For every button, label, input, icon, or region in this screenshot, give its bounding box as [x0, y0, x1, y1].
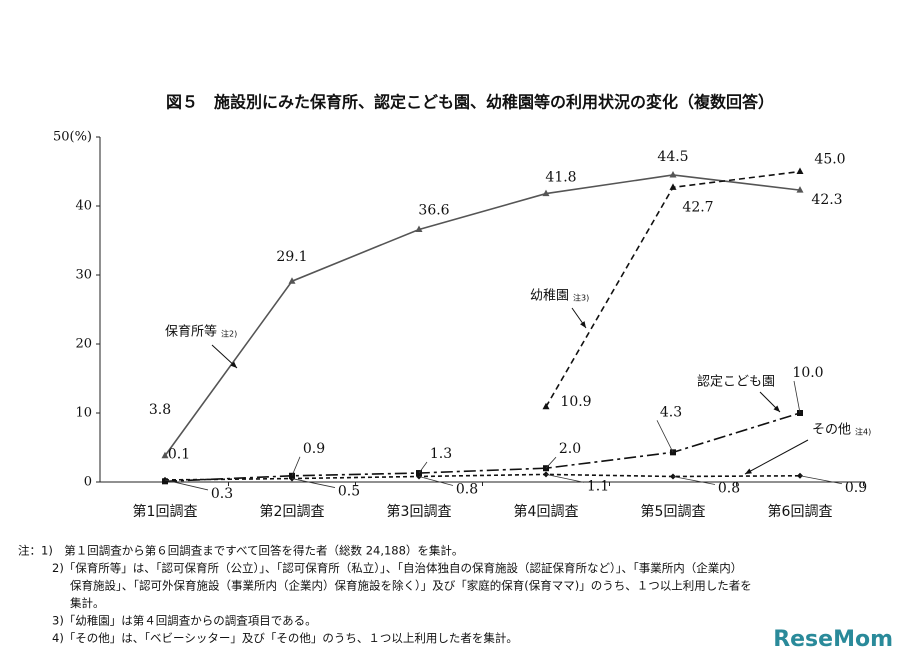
watermark: ReseMom — [773, 627, 893, 652]
note-line: 保育施設」、「認可外保育施設（事業所内（企業内）保育施設を除く）」及び「家庭的保… — [70, 579, 752, 593]
series-name: 保育所等 — [165, 324, 217, 340]
marker — [796, 186, 804, 193]
note-line: 3)「幼稚園」は第４回調査からの調査項目である。 — [52, 614, 317, 628]
series-name: その他 — [812, 423, 851, 438]
series-note: 注3) — [573, 293, 589, 303]
arrow-head — [773, 405, 780, 412]
data-label: 0.3 — [211, 486, 233, 502]
data-label: 10.0 — [792, 365, 823, 381]
leader-line — [793, 380, 801, 414]
data-label: 0.5 — [338, 484, 360, 500]
data-label: 29.1 — [276, 249, 307, 265]
leader-line — [418, 476, 454, 486]
marker — [669, 170, 677, 178]
series-line — [545, 170, 801, 408]
x-tick-label: 第3回調査 — [387, 503, 452, 520]
x-tick-label: 第1回調査 — [133, 503, 198, 520]
leader-line — [291, 478, 336, 488]
arrow-head — [745, 468, 752, 474]
series-line — [164, 174, 801, 457]
marker — [542, 189, 550, 197]
series-line — [164, 473, 801, 481]
marker — [669, 183, 677, 190]
data-label: 1.3 — [430, 446, 452, 462]
data-label: 10.9 — [560, 394, 591, 410]
marker — [415, 225, 423, 232]
x-tick-label: 第2回調査 — [260, 503, 325, 520]
series-name: 幼稚園 — [530, 289, 569, 304]
data-label: 41.8 — [545, 170, 576, 186]
leader-line — [418, 461, 428, 474]
x-tick-label: 第6回調査 — [768, 503, 833, 520]
data-label: 4.3 — [660, 404, 682, 420]
y-tick-label: 30 — [75, 268, 92, 283]
leader-line — [164, 479, 209, 491]
data-label: 2.0 — [559, 441, 581, 457]
series-name: 認定こども園 — [697, 374, 775, 390]
data-label: 36.6 — [418, 202, 449, 218]
marker — [288, 277, 296, 284]
data-label: 42.3 — [811, 192, 842, 208]
leader-line — [672, 476, 716, 485]
y-tick-label: 40 — [75, 199, 92, 214]
arrow-head — [230, 361, 237, 368]
leader-line — [656, 420, 674, 453]
y-tick-label: 20 — [75, 337, 92, 352]
arrow-head — [580, 321, 586, 328]
data-label: 0.8 — [456, 481, 478, 497]
data-label: 0.9 — [303, 441, 325, 457]
data-label: 0.1 — [168, 446, 190, 462]
note-line: 集計。 — [70, 596, 105, 610]
y-tick-label: 10 — [75, 406, 92, 421]
marker — [161, 451, 169, 459]
series-note: 注4) — [855, 427, 871, 437]
x-tick-label: 第5回調査 — [641, 503, 706, 520]
y-tick-label: 0 — [84, 475, 92, 490]
data-label: 0.8 — [718, 480, 740, 496]
chart-title: 図５ 施設別にみた保育所、認定こども園、幼稚園等の利用状況の変化（複数回答） — [166, 93, 774, 112]
note-line: 注：1) 第１回調査から第６回調査まですべて回答を得た者（総数 24,188）を… — [18, 544, 463, 558]
data-label: 45.0 — [814, 152, 845, 168]
data-label: 3.8 — [149, 402, 171, 418]
leader-line — [291, 456, 301, 476]
series-note: 注2) — [221, 329, 237, 339]
marker — [796, 167, 804, 174]
data-label: 42.7 — [682, 199, 713, 215]
leader-line — [545, 474, 585, 483]
name-arrow — [744, 439, 809, 475]
leader-line — [545, 456, 557, 469]
y-tick-label: 50(%) — [53, 130, 92, 145]
marker — [542, 402, 550, 410]
data-label: 0.9 — [845, 480, 867, 496]
leader-line — [799, 475, 843, 485]
x-tick-label: 第4回調査 — [514, 503, 579, 520]
data-label: 1.1 — [587, 478, 609, 494]
note-line: 4)「その他」は、「ベビーシッター」及び「その他」のうち、１つ以上利用した者を集… — [52, 631, 518, 645]
note-line: 2)「保育所等」は、「認可保育所（公立）」、「認可保育所（私立）」、「自治体独自… — [52, 561, 742, 575]
data-label: 44.5 — [657, 149, 688, 165]
series-line — [164, 412, 801, 483]
